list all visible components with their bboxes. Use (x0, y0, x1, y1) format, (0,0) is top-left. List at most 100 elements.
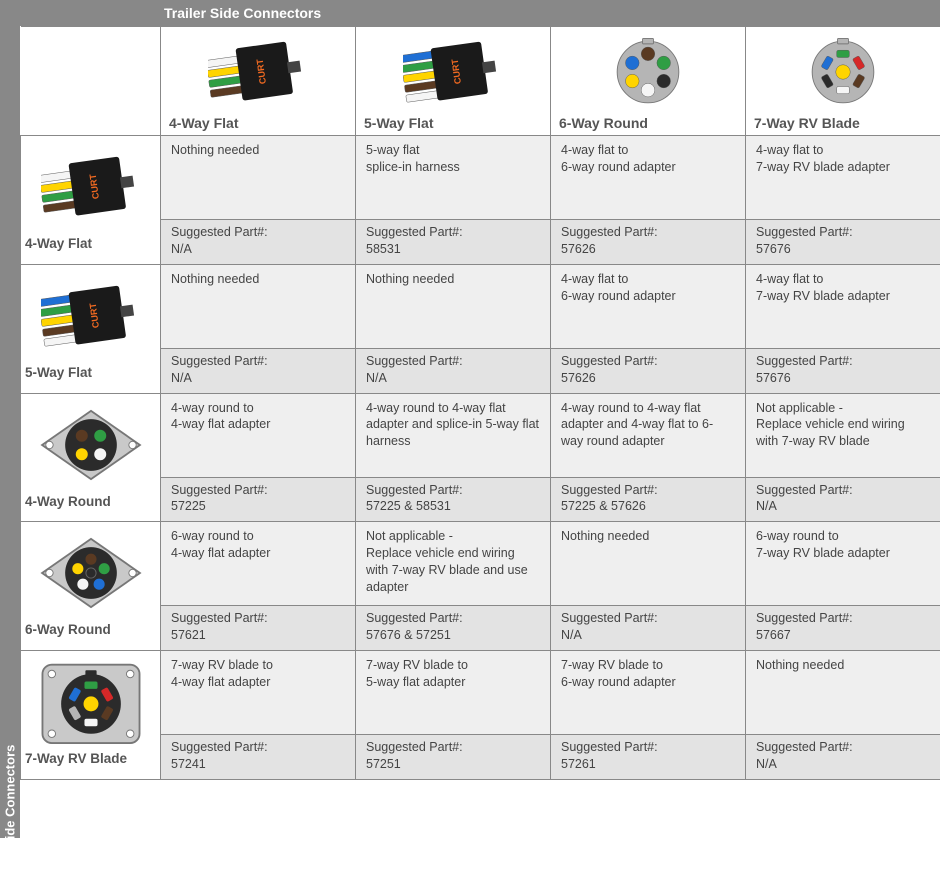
row-header-4round: 4-Way Round (21, 393, 161, 522)
cell-part: Suggested Part#: N/A (746, 477, 940, 522)
cell-desc: Nothing needed (551, 522, 746, 606)
col-header-7rv: 7-Way RV Blade (746, 27, 940, 136)
cell-desc: Not applicable -Replace vehicle end wiri… (356, 522, 551, 606)
row-label: 4-Way Round (25, 494, 156, 509)
col-label: 5-Way Flat (364, 115, 542, 131)
part-number: N/A (756, 499, 777, 513)
part-number: 57225 & 57626 (561, 499, 646, 513)
col-header-5flat: CURT 5-Way Flat (356, 27, 551, 136)
cell-desc: Nothing needed (356, 264, 551, 348)
cell-desc: 4-way flat to7-way RV blade adapter (746, 264, 940, 348)
cell-desc: Nothing needed (161, 136, 356, 220)
cell-part: Suggested Part#: N/A (356, 348, 551, 393)
cell-part: Suggested Part#: N/A (551, 606, 746, 651)
connector-icon: CURT (364, 33, 542, 111)
connector-adapter-chart: Vehicle Side Connectors Trailer Side Con… (0, 0, 940, 838)
row-header-5flat: CURT 5-Way Flat (21, 264, 161, 393)
suggested-label: Suggested Part#: (171, 610, 345, 627)
cell-desc: 4-way flat to6-way round adapter (551, 264, 746, 348)
part-number: N/A (561, 628, 582, 642)
suggested-label: Suggested Part#: (561, 482, 735, 499)
part-number: N/A (171, 371, 192, 385)
cell-desc: 4-way flat to7-way RV blade adapter (746, 136, 940, 220)
main-area: Trailer Side Connectors CURT 4-Way Flat … (20, 0, 940, 780)
suggested-label: Suggested Part#: (561, 224, 735, 241)
cell-desc: 6-way round to4-way flat adapter (161, 522, 356, 606)
cell-part: Suggested Part#: N/A (746, 735, 940, 780)
cell-part: Suggested Part#: 57225 & 58531 (356, 477, 551, 522)
connector-icon: CURT (25, 140, 156, 234)
connector-icon (754, 33, 932, 111)
corner-cell (21, 27, 161, 136)
cell-part: Suggested Part#: 57261 (551, 735, 746, 780)
suggested-label: Suggested Part#: (756, 739, 930, 756)
cell-desc: 4-way round to 4-way flat adapter and 4-… (551, 393, 746, 477)
suggested-label: Suggested Part#: (561, 739, 735, 756)
row-label: 5-Way Flat (25, 365, 156, 380)
cell-part: Suggested Part#: 58531 (356, 220, 551, 265)
connector-icon (25, 526, 156, 620)
suggested-label: Suggested Part#: (366, 482, 540, 499)
part-number: 57626 (561, 371, 596, 385)
cell-part: Suggested Part#: 57667 (746, 606, 940, 651)
cell-part: Suggested Part#: 57241 (161, 735, 356, 780)
col-label: 6-Way Round (559, 115, 737, 131)
cell-part: Suggested Part#: 57676 (746, 220, 940, 265)
cell-desc: Nothing needed (746, 651, 940, 735)
part-number: 57676 (756, 242, 791, 256)
cell-part: Suggested Part#: 57676 (746, 348, 940, 393)
col-header-6round: 6-Way Round (551, 27, 746, 136)
connector-icon (25, 398, 156, 492)
connector-icon: CURT (25, 269, 156, 363)
vehicle-side-label: Vehicle Side Connectors (0, 0, 20, 838)
connector-icon (559, 33, 737, 111)
col-header-4flat: CURT 4-Way Flat (161, 27, 356, 136)
cell-desc: 5-way flatsplice-in harness (356, 136, 551, 220)
part-number: 58531 (366, 242, 401, 256)
row-header-6round: 6-Way Round (21, 522, 161, 651)
cell-part: Suggested Part#: 57676 & 57251 (356, 606, 551, 651)
part-number: 57225 & 58531 (366, 499, 451, 513)
suggested-label: Suggested Part#: (561, 610, 735, 627)
cell-desc: 7-way RV blade to6-way round adapter (551, 651, 746, 735)
part-number: 57676 (756, 371, 791, 385)
cell-part: Suggested Part#: N/A (161, 348, 356, 393)
cell-part: Suggested Part#: 57626 (551, 220, 746, 265)
part-number: 57261 (561, 757, 596, 771)
row-header-4flat: CURT 4-Way Flat (21, 136, 161, 265)
part-number: 57225 (171, 499, 206, 513)
row-label: 7-Way RV Blade (25, 751, 156, 766)
suggested-label: Suggested Part#: (171, 353, 345, 370)
suggested-label: Suggested Part#: (366, 353, 540, 370)
part-number: 57667 (756, 628, 791, 642)
suggested-label: Suggested Part#: (756, 482, 930, 499)
col-label: 4-Way Flat (169, 115, 347, 131)
trailer-side-text: Trailer Side Connectors (164, 5, 321, 21)
part-number: 57241 (171, 757, 206, 771)
suggested-label: Suggested Part#: (171, 482, 345, 499)
col-label: 7-Way RV Blade (754, 115, 932, 131)
suggested-label: Suggested Part#: (756, 610, 930, 627)
row-label: 6-Way Round (25, 622, 156, 637)
adapter-table: CURT 4-Way Flat CURT 5-Way Flat 6-Way Ro… (20, 26, 940, 780)
cell-desc: Nothing needed (161, 264, 356, 348)
suggested-label: Suggested Part#: (756, 353, 930, 370)
trailer-side-header: Trailer Side Connectors (20, 0, 940, 26)
cell-part: Suggested Part#: 57251 (356, 735, 551, 780)
row-label: 4-Way Flat (25, 236, 156, 251)
cell-desc: 4-way round to 4-way flat adapter and sp… (356, 393, 551, 477)
suggested-label: Suggested Part#: (366, 610, 540, 627)
cell-desc: 7-way RV blade to4-way flat adapter (161, 651, 356, 735)
cell-desc: 4-way round to4-way flat adapter (161, 393, 356, 477)
cell-desc: 6-way round to7-way RV blade adapter (746, 522, 940, 606)
suggested-label: Suggested Part#: (366, 224, 540, 241)
cell-part: Suggested Part#: N/A (161, 220, 356, 265)
vehicle-side-text: Vehicle Side Connectors (3, 745, 18, 896)
part-number: N/A (366, 371, 387, 385)
part-number: N/A (171, 242, 192, 256)
cell-desc: 7-way RV blade to5-way flat adapter (356, 651, 551, 735)
part-number: 57676 & 57251 (366, 628, 451, 642)
cell-desc: Not applicable -Replace vehicle end wiri… (746, 393, 940, 477)
row-header-7rv: 7-Way RV Blade (21, 651, 161, 780)
suggested-label: Suggested Part#: (756, 224, 930, 241)
